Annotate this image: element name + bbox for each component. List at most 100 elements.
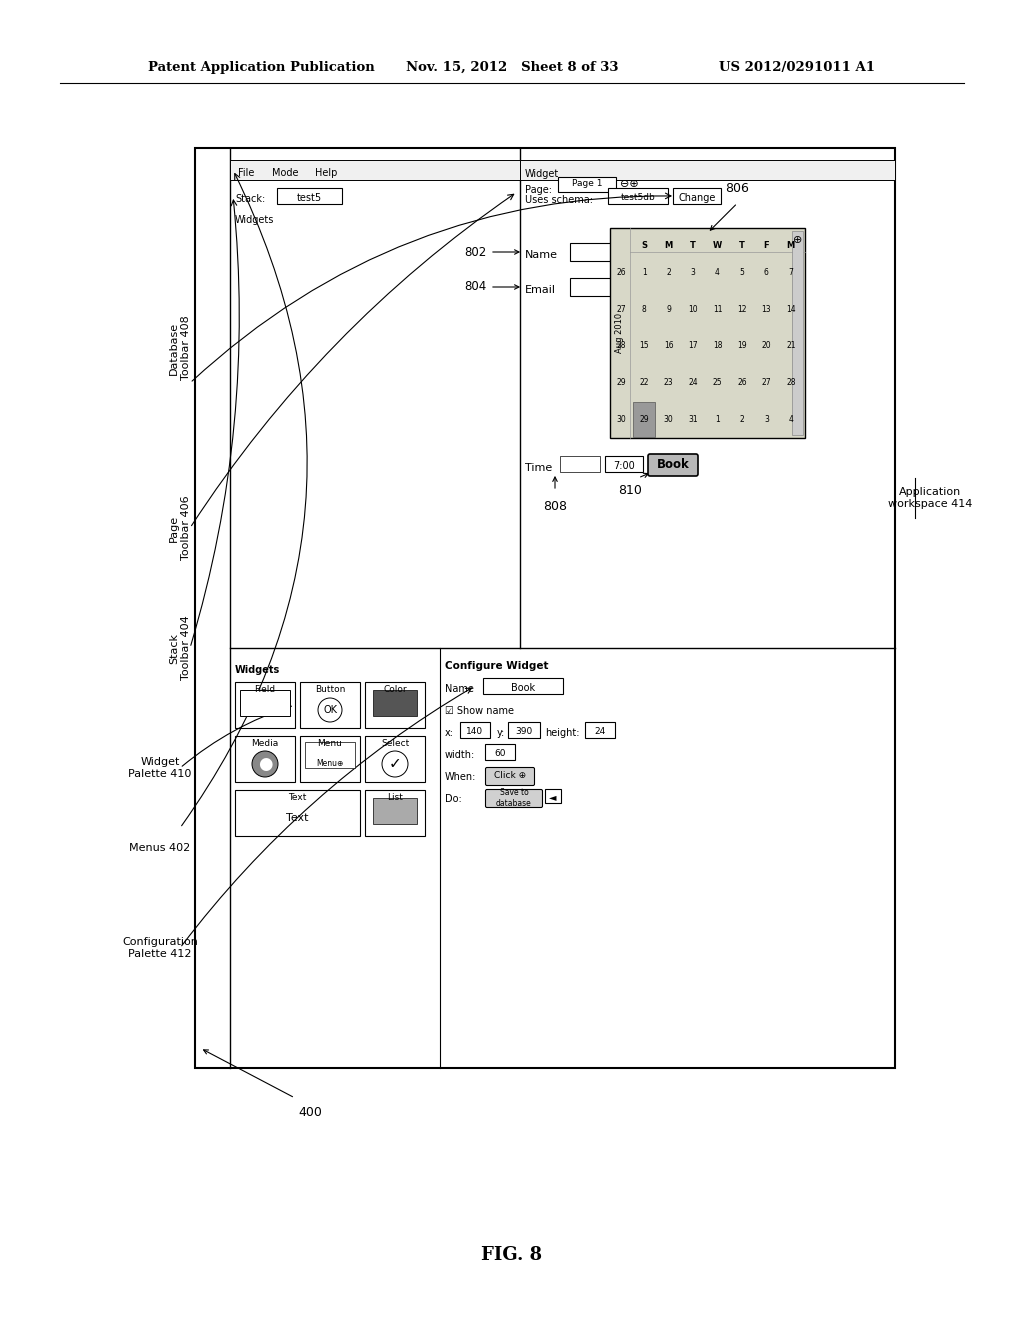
Text: 13: 13 [762,305,771,314]
Text: Stack
Toolbar 404: Stack Toolbar 404 [169,615,190,680]
Text: 2: 2 [739,414,744,424]
Text: W: W [713,242,722,251]
Bar [373,690,417,715]
Text: S: S [641,242,647,251]
Text: 14: 14 [786,305,796,314]
Text: Text: Text [287,813,309,822]
Text: 26: 26 [616,268,626,277]
Text: Book: Book [511,682,536,693]
Bar [520,160,895,180]
Text: Widget
Palette 410: Widget Palette 410 [128,758,191,779]
Text: 10: 10 [688,305,698,314]
Text: 3: 3 [690,268,695,277]
Circle shape [318,698,342,722]
Text: 15: 15 [639,342,649,351]
Bar [365,737,425,781]
Text: x:: x: [445,729,454,738]
Text: F: F [764,242,769,251]
Text: When:: When: [445,772,476,781]
Text: 2: 2 [667,268,671,277]
Text: 9: 9 [667,305,671,314]
Text: y:: y: [497,729,505,738]
Text: Name: Name [445,684,474,694]
Text: Configuration
Palette 412: Configuration Palette 412 [122,937,198,958]
Text: Help: Help [315,168,337,178]
Text: Select: Select [381,738,410,747]
Bar [608,187,668,205]
Text: 28: 28 [786,379,796,387]
Text: 20: 20 [762,342,771,351]
Text: Text: Text [289,792,306,801]
Text: 390: 390 [515,727,532,737]
Text: 27: 27 [616,305,626,314]
Text: Save to
database: Save to database [496,788,531,808]
Text: 27: 27 [762,379,771,387]
Text: Field: Field [254,685,275,693]
Bar [545,789,561,803]
Text: Widgets: Widgets [234,215,274,224]
Text: 24: 24 [688,379,698,387]
Text: 60: 60 [495,750,506,759]
Bar [365,682,425,729]
Text: Uses schema:: Uses schema: [525,195,593,205]
Bar [610,228,805,438]
Text: 31: 31 [688,414,698,424]
Text: 804: 804 [464,281,486,293]
Text: 806: 806 [726,181,750,194]
Text: 808: 808 [543,499,567,512]
Text: 7:00: 7:00 [613,461,635,471]
Text: Patent Application Publication: Patent Application Publication [148,61,375,74]
Text: 29: 29 [616,379,626,387]
Bar [558,177,616,191]
Bar [605,455,643,473]
Text: Aug 2010: Aug 2010 [615,313,625,352]
Text: Menus 402: Menus 402 [129,843,190,853]
Text: Menu: Menu [317,738,342,747]
Text: US 2012/0291011 A1: US 2012/0291011 A1 [719,61,874,74]
Bar [300,682,360,729]
Bar [508,722,540,738]
Bar [234,682,295,729]
Text: 23: 23 [664,379,674,387]
Bar [560,455,600,473]
Bar [673,187,721,205]
Text: Do:: Do: [445,795,462,804]
Text: 6: 6 [764,268,769,277]
Text: 8: 8 [642,305,646,314]
Text: ●: ● [258,755,272,774]
Text: FIG. 8: FIG. 8 [481,1246,543,1265]
Bar [460,722,490,738]
Text: Book: Book [656,458,689,471]
Text: Button: Button [314,685,345,693]
Text: T: T [690,242,696,251]
Text: Page
Toolbar 406: Page Toolbar 406 [169,496,190,560]
Text: 5: 5 [739,268,744,277]
Text: Stack:: Stack: [234,194,265,205]
Text: 30: 30 [616,414,626,424]
Text: 26: 26 [737,379,746,387]
Text: Nov. 15, 2012   Sheet 8 of 33: Nov. 15, 2012 Sheet 8 of 33 [406,61,618,74]
Text: Name: Name [525,249,558,260]
Text: 7: 7 [788,268,794,277]
Text: Change: Change [678,193,716,203]
Bar [485,744,515,760]
Text: 810: 810 [618,484,642,498]
Text: width:: width: [445,750,475,760]
Bar [365,789,425,836]
Text: Widgets: Widgets [234,665,281,675]
Circle shape [252,751,278,777]
Text: 30: 30 [664,414,674,424]
Bar [234,737,295,781]
Text: Email: Email [525,285,556,294]
Bar [195,148,895,1068]
Text: 19: 19 [737,342,746,351]
Bar [570,279,665,296]
Text: 802: 802 [464,246,486,259]
Text: List: List [387,792,402,801]
Text: Menu⊕: Menu⊕ [316,759,344,768]
Text: 28: 28 [616,342,626,351]
Text: 24: 24 [594,727,605,737]
Text: Configure Widget: Configure Widget [445,661,549,671]
FancyBboxPatch shape [485,789,543,808]
Text: 16: 16 [664,342,674,351]
